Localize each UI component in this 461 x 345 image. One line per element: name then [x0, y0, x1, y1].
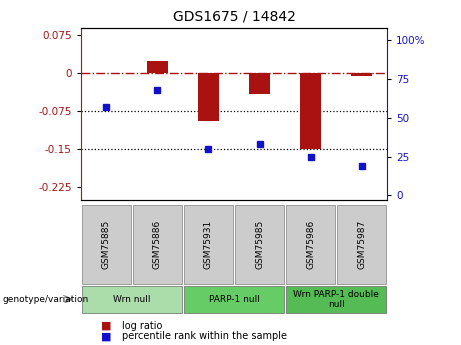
Text: Wrn null: Wrn null	[113, 295, 151, 304]
Text: genotype/variation: genotype/variation	[2, 295, 89, 304]
Bar	[249, 73, 270, 93]
Text: GSM75886: GSM75886	[153, 219, 162, 269]
Bar	[351, 73, 372, 76]
Text: percentile rank within the sample: percentile rank within the sample	[122, 332, 287, 341]
Text: GSM75986: GSM75986	[306, 219, 315, 269]
Text: GSM75985: GSM75985	[255, 219, 264, 269]
Text: GSM75885: GSM75885	[102, 219, 111, 269]
Title: GDS1675 / 14842: GDS1675 / 14842	[172, 10, 296, 24]
Text: PARP-1 null: PARP-1 null	[208, 295, 260, 304]
Text: GSM75987: GSM75987	[357, 219, 366, 269]
Text: log ratio: log ratio	[122, 321, 163, 331]
Bar	[198, 73, 219, 121]
Text: Wrn PARP-1 double
null: Wrn PARP-1 double null	[293, 289, 379, 309]
Text: GSM75931: GSM75931	[204, 219, 213, 269]
Bar	[301, 73, 321, 149]
Bar	[147, 61, 167, 73]
Text: ■: ■	[101, 321, 111, 331]
Text: ■: ■	[101, 332, 111, 341]
